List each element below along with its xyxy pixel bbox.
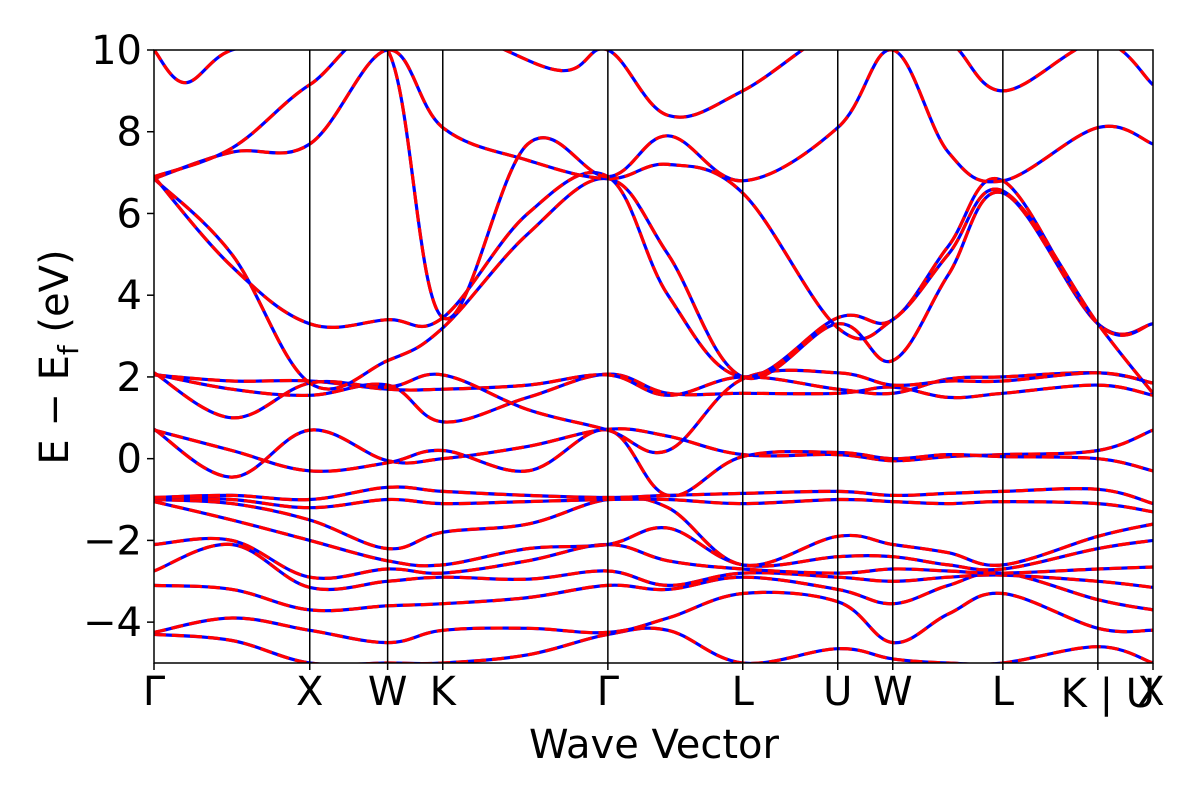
x-axis-label: Wave Vector bbox=[529, 722, 780, 768]
y-axis-label-sub: f bbox=[52, 344, 85, 355]
y-tick-label-2: −2 bbox=[83, 518, 142, 564]
bands-layer bbox=[154, 50, 1153, 663]
x-tick-label-1: Γ bbox=[143, 669, 166, 715]
band-line-5-dashed bbox=[154, 536, 1153, 580]
x-tick-label-8: W bbox=[873, 669, 913, 715]
band-line-8-dashed bbox=[154, 495, 1153, 514]
y-tick-label-8: 10 bbox=[91, 28, 142, 74]
kpoint-lines bbox=[309, 50, 1099, 663]
x-tick-label-10: K | U bbox=[1061, 671, 1155, 717]
x-tick-label-11: X bbox=[1137, 669, 1164, 715]
y-axis-label: E − Ef (eV) bbox=[32, 249, 85, 464]
band-line-1-solid bbox=[154, 626, 1153, 663]
y-axis: −4 −2 0 2 4 6 8 10 bbox=[83, 28, 154, 646]
y-axis-label-main: E − E bbox=[32, 355, 78, 465]
x-tick-label-6: L bbox=[732, 669, 755, 715]
y-axis-label-unit: (eV) bbox=[32, 249, 78, 345]
band-line-11-dashed bbox=[154, 428, 1153, 498]
band-line-2-dashed bbox=[154, 590, 1153, 645]
x-tick-label-9: L bbox=[992, 669, 1015, 715]
band-line-16-dashed bbox=[154, 170, 1153, 379]
y-tick-label-7: 8 bbox=[117, 110, 142, 156]
x-tick-label-4: K bbox=[430, 669, 458, 715]
band-line-19-dashed bbox=[154, 50, 1153, 119]
y-tick-label-5: 4 bbox=[117, 273, 142, 319]
band-line-7-dashed bbox=[154, 496, 1153, 568]
x-tick-label-7: U bbox=[823, 669, 852, 715]
x-tick-label-2: X bbox=[296, 669, 323, 715]
band-line-3-dashed bbox=[154, 571, 1153, 613]
plot-frame bbox=[153, 49, 1154, 664]
band-line-18-dashed bbox=[154, 50, 1153, 321]
y-tick-label-6: 6 bbox=[117, 191, 142, 237]
y-tick-label-4: 2 bbox=[117, 355, 142, 401]
band-line-17-dashed bbox=[154, 50, 1153, 395]
x-tick-label-3: W bbox=[368, 669, 408, 715]
y-tick-label-1: −4 bbox=[83, 600, 142, 646]
band-line-6-dashed bbox=[154, 500, 1153, 572]
band-line-4-dashed bbox=[154, 542, 1153, 592]
x-tick-label-5: Γ bbox=[597, 669, 620, 715]
band-line-15-dashed bbox=[154, 176, 1153, 391]
band-line-12-dashed bbox=[154, 372, 1153, 424]
band-line-14-dashed bbox=[154, 368, 1153, 455]
y-tick-label-3: 0 bbox=[117, 437, 142, 483]
